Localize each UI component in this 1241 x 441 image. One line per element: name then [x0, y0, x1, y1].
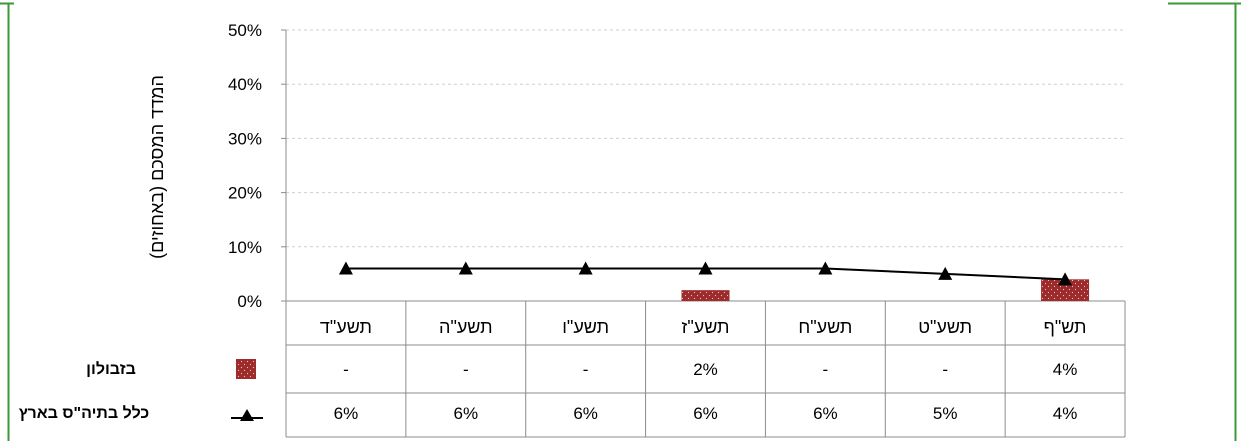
legend-label-zevulun: בזבולון	[86, 360, 136, 378]
x-tick-label: תש"ף	[1044, 317, 1087, 337]
x-tick-label: תשע"ד	[320, 317, 372, 337]
x-tick-label: תשע"ח	[798, 317, 852, 337]
legend: בזבולון כלל בתיה"ס בארץ	[19, 359, 263, 422]
triangle-marker	[338, 261, 353, 275]
legend-label-all-schools: כלל בתיה"ס בארץ	[19, 404, 150, 422]
legend-key-line	[231, 409, 263, 421]
y-tick-label: 40%	[228, 75, 262, 94]
y-tick-label: 20%	[228, 184, 262, 203]
table-cell: 6%	[334, 404, 359, 423]
table-cell: -	[823, 360, 829, 379]
x-tick-label: תשע"ט	[918, 317, 972, 337]
plot-series	[338, 261, 1090, 301]
table-cell: 6%	[813, 404, 838, 423]
table-cell: 6%	[453, 404, 478, 423]
table-cell: -	[583, 360, 589, 379]
x-tick-label: תשע"ה	[439, 317, 493, 337]
x-tick-label: תשע"ו	[562, 317, 609, 337]
triangle-marker	[1058, 272, 1073, 286]
table-cell: -	[463, 360, 469, 379]
bar-series-0-cat-3	[681, 290, 730, 301]
triangle-marker	[458, 261, 473, 275]
table-cell: 6%	[573, 404, 598, 423]
y-axis: המדד המסכם (באחוזים) 0% 10% 20% 30% 40% 50%	[147, 21, 287, 311]
table-cell: 6%	[693, 404, 718, 423]
triangle-marker	[698, 261, 713, 275]
gridlines	[286, 29, 1125, 248]
legend-key-triangle-icon	[240, 409, 254, 421]
x-axis: תשע"ד תשע"ה תשע"ו תשע"ז תשע"ח תשע"ט תש"ף	[286, 300, 1125, 337]
y-tick-label: 10%	[228, 238, 262, 257]
table-cell: -	[343, 360, 349, 379]
table-cell: 2%	[693, 360, 718, 379]
table-cell: 5%	[933, 404, 958, 423]
triangle-marker	[938, 266, 953, 280]
y-axis-title: המדד המסכם (באחוזים)	[147, 75, 167, 259]
table-cell: 4%	[1053, 404, 1078, 423]
triangle-marker	[578, 261, 593, 275]
table-cell: -	[942, 360, 948, 379]
table-cell: 4%	[1053, 360, 1078, 379]
y-tick-label: 30%	[228, 129, 262, 148]
data-table: - - - 2% - - 4% 6% 6% 6% 6% 6% 5% 4%	[285, 301, 1126, 438]
bar-series-0-cat-6	[1041, 279, 1090, 301]
x-tick-label: תשע"ז	[682, 317, 730, 337]
y-tick-label: 0%	[237, 292, 262, 311]
y-tick-label: 50%	[228, 21, 262, 40]
legend-key-bar	[236, 359, 256, 379]
triangle-marker	[818, 261, 833, 275]
